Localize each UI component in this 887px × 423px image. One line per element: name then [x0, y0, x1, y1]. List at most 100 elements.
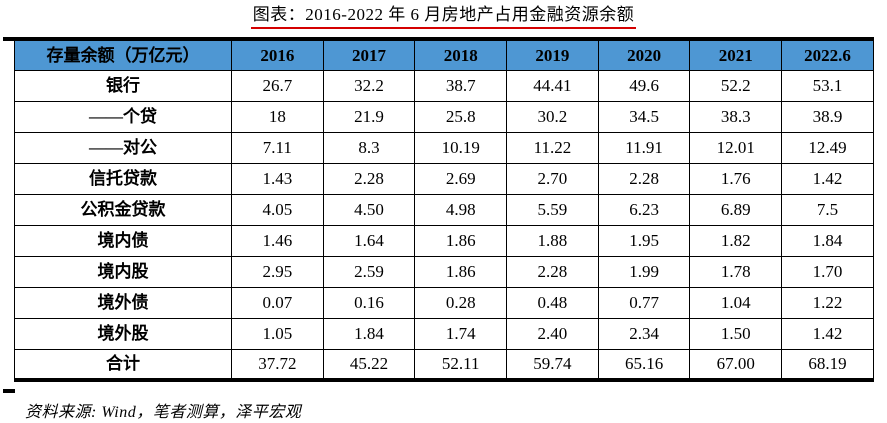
table-row: 境内股 2.95 2.59 1.86 2.28 1.99 1.78 1.70 — [14, 255, 874, 288]
table-row: 境外股 1.05 1.84 1.74 2.40 2.34 1.50 1.42 — [14, 317, 874, 350]
value-cell: 2.69 — [414, 162, 508, 195]
row-label: 境内股 — [14, 255, 232, 288]
value-cell: 1.42 — [781, 317, 874, 350]
value-cell: 67.00 — [689, 348, 783, 381]
table-top-border-cap — [3, 37, 15, 41]
value-cell: 1.86 — [414, 255, 508, 288]
table-row: 境内债 1.46 1.64 1.86 1.88 1.95 1.82 1.84 — [14, 224, 874, 257]
value-cell: 7.5 — [781, 193, 874, 226]
figure-title-row: 图表：2016-2022 年 6 月房地产占用金融资源余额 — [0, 4, 887, 29]
year-column-header: 2016 — [231, 38, 324, 71]
value-cell: 44.41 — [506, 69, 599, 102]
value-cell: 1.04 — [689, 286, 783, 319]
table-bottom-border-cap — [3, 389, 15, 393]
table-header: 存量余额（万亿元） 2016 2017 2018 2019 2020 2021 2022.6 — [14, 38, 874, 71]
table-body: 银行 26.7 32.2 38.7 44.41 49.6 52.2 53.1 ——个贷 18 21.… — [14, 69, 874, 381]
value-cell: 59.74 — [506, 348, 599, 381]
value-cell: 1.76 — [689, 162, 783, 195]
value-cell: 12.01 — [689, 131, 783, 164]
value-cell: 2.28 — [322, 162, 416, 195]
table-row: 信托贷款 1.43 2.28 2.69 2.70 2.28 1.76 1.42 — [14, 162, 874, 195]
value-cell: 2.28 — [597, 162, 691, 195]
value-cell: 1.46 — [231, 224, 324, 257]
table-row: ——对公 7.11 8.3 10.19 11.22 11.91 12.01 12.49 — [14, 131, 874, 164]
value-cell: 1.86 — [414, 224, 508, 257]
value-cell: 1.22 — [781, 286, 874, 319]
value-cell: 4.50 — [322, 193, 416, 226]
row-label: ——个贷 — [14, 100, 232, 133]
value-cell: 0.28 — [414, 286, 508, 319]
value-cell: 30.2 — [506, 100, 599, 133]
value-cell: 11.22 — [506, 131, 599, 164]
value-cell: 52.11 — [414, 348, 508, 381]
table-header-row: 存量余额（万亿元） 2016 2017 2018 2019 2020 2021 2022.6 — [14, 38, 874, 71]
row-label: 境内债 — [14, 224, 232, 257]
value-cell: 1.99 — [597, 255, 691, 288]
value-cell: 1.82 — [689, 224, 783, 257]
value-cell: 38.7 — [414, 69, 508, 102]
year-column-header: 2022.6 — [781, 38, 874, 71]
value-cell: 7.11 — [231, 131, 324, 164]
value-cell: 12.49 — [781, 131, 874, 164]
year-column-header: 2020 — [597, 38, 691, 71]
year-column-header: 2017 — [322, 38, 416, 71]
value-cell: 5.59 — [506, 193, 599, 226]
value-cell: 65.16 — [597, 348, 691, 381]
year-column-header: 2018 — [414, 38, 508, 71]
row-label: 合计 — [14, 348, 232, 381]
table-row: ——个贷 18 21.9 25.8 30.2 34.5 38.3 38.9 — [14, 100, 874, 133]
value-cell: 52.2 — [689, 69, 783, 102]
value-cell: 1.70 — [781, 255, 874, 288]
value-cell: 1.84 — [781, 224, 874, 257]
value-cell: 1.50 — [689, 317, 783, 350]
value-cell: 68.19 — [781, 348, 874, 381]
value-cell: 32.2 — [322, 69, 416, 102]
financial-resources-table: 存量余额（万亿元） 2016 2017 2018 2019 2020 2021 2022.6 … — [14, 37, 874, 382]
value-cell: 1.64 — [322, 224, 416, 257]
value-cell: 1.43 — [231, 162, 324, 195]
row-label: 信托贷款 — [14, 162, 232, 195]
value-cell: 4.05 — [231, 193, 324, 226]
source-note: 资料来源: Wind，笔者测算，泽平宏观 — [25, 404, 302, 421]
value-cell: 49.6 — [597, 69, 691, 102]
value-cell: 1.88 — [506, 224, 599, 257]
row-label: 银行 — [14, 69, 232, 102]
value-cell: 1.74 — [414, 317, 508, 350]
table-row: 公积金贷款 4.05 4.50 4.98 5.59 6.23 6.89 7.5 — [14, 193, 874, 226]
row-label: 境外债 — [14, 286, 232, 319]
value-cell: 45.22 — [322, 348, 416, 381]
value-cell: 53.1 — [781, 69, 874, 102]
value-cell: 38.9 — [781, 100, 874, 133]
value-cell: 2.28 — [506, 255, 599, 288]
value-cell: 37.72 — [231, 348, 324, 381]
value-cell: 34.5 — [597, 100, 691, 133]
value-cell: 0.16 — [322, 286, 416, 319]
value-cell: 6.89 — [689, 193, 783, 226]
value-cell: 4.98 — [414, 193, 508, 226]
value-cell: 25.8 — [414, 100, 508, 133]
row-label: ——对公 — [14, 131, 232, 164]
value-cell: 1.95 — [597, 224, 691, 257]
value-cell: 1.42 — [781, 162, 874, 195]
value-cell: 10.19 — [414, 131, 508, 164]
value-cell: 11.91 — [597, 131, 691, 164]
value-cell: 1.05 — [231, 317, 324, 350]
table-row: 境外债 0.07 0.16 0.28 0.48 0.77 1.04 1.22 — [14, 286, 874, 319]
value-cell: 6.23 — [597, 193, 691, 226]
value-cell: 26.7 — [231, 69, 324, 102]
table-row: 合计 37.72 45.22 52.11 59.74 65.16 67.00 68.19 — [14, 348, 874, 381]
value-cell: 2.34 — [597, 317, 691, 350]
year-column-header: 2019 — [506, 38, 599, 71]
value-cell: 21.9 — [322, 100, 416, 133]
value-cell: 1.78 — [689, 255, 783, 288]
stock-balance-unit-header: 存量余额（万亿元） — [14, 38, 232, 71]
table-row: 银行 26.7 32.2 38.7 44.41 49.6 52.2 53.1 — [14, 69, 874, 102]
value-cell: 2.70 — [506, 162, 599, 195]
value-cell: 0.48 — [506, 286, 599, 319]
value-cell: 2.95 — [231, 255, 324, 288]
value-cell: 2.59 — [322, 255, 416, 288]
year-column-header: 2021 — [689, 38, 783, 71]
value-cell: 2.40 — [506, 317, 599, 350]
value-cell: 0.07 — [231, 286, 324, 319]
row-label: 公积金贷款 — [14, 193, 232, 226]
